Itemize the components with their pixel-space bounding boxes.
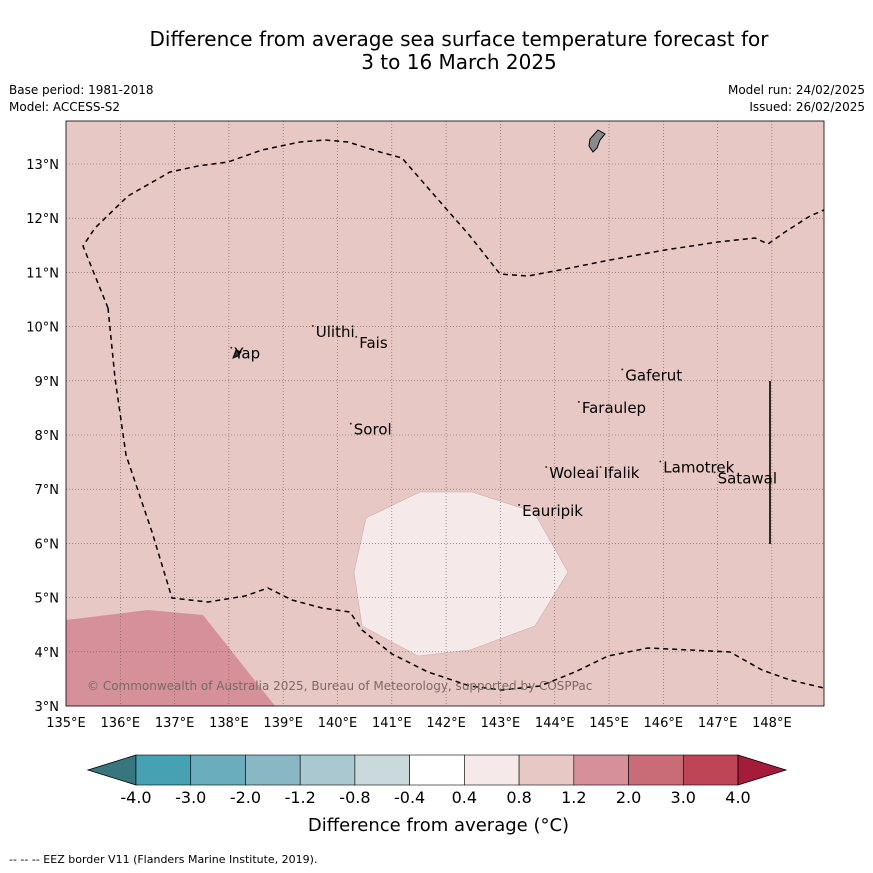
island-marker [713,471,716,474]
colorbar-segment [518,754,575,786]
title-line-2: 3 to 16 March 2025 [361,50,557,74]
model-run: Model run: 24/02/2025 [727,83,865,97]
colorbar-tick-label: -0.4 [394,788,425,807]
island-marker [621,368,624,371]
longitude-label: 147°E [698,716,738,731]
latitude-label: 7°N [35,483,60,498]
latitude-label: 9°N [35,375,60,390]
island-marker [349,422,352,425]
latitude-labels: 3°N 4°N 5°N 6°N 7°N 8°N 9°N 10°N 11°N 12°N 13°N [26,158,59,715]
island-label-yap: Yap [233,345,260,363]
island-marker [577,400,580,403]
colorbar-tick-label: 0.8 [506,788,531,807]
colorbar-tick-label: 0.4 [452,788,477,807]
longitude-label: 143°E [481,716,521,731]
island-shape [588,129,606,153]
island-label-woleai: Woleai [549,464,599,482]
longitude-label: 138°E [209,716,249,731]
latitude-label: 3°N [35,700,60,715]
longitude-label: 139°E [263,716,303,731]
base-period: Base period: 1981-2018 [9,83,154,97]
colorbar: -4.0 -3.0 -2.0 -1.2 -0.8 -0.4 0.4 0.8 1.2 2.0 3.0 4… [86,754,788,807]
yap-island-shape [232,349,242,359]
longitude-label: 142°E [426,716,466,731]
colorbar-extend-high [737,754,788,786]
latitude-label: 8°N [35,429,60,444]
eez-border-south [107,307,824,691]
island-label-satawal: Satawal [718,469,777,487]
colorbar-tick-label: -3.0 [175,788,206,807]
island-marker [599,465,602,468]
lat-lon-grid [66,121,824,706]
latitude-label: 13°N [26,158,59,173]
colorbar-tick-label: 4.0 [725,788,750,807]
eez-footnote: -- -- -- EEZ border V11 (Flanders Marine… [9,853,318,866]
island-marker [355,335,358,338]
colorbar-segment [190,754,246,786]
colorbar-tick-label: 3.0 [671,788,696,807]
island-marker [518,503,521,506]
island-label-faraulep: Faraulep [582,399,646,417]
longitude-label: 141°E [372,716,412,731]
latitude-label: 4°N [35,646,60,661]
longitude-label: 135°E [46,716,86,731]
longitude-label: 136°E [101,716,141,731]
island-label-lamotrek: Lamotrek [663,459,734,477]
colorbar-tick-label: -4.0 [120,788,151,807]
colorbar-extend-low [86,754,137,786]
longitude-label: 140°E [318,716,358,731]
latitude-label: 10°N [26,321,59,336]
meta-right: Model run: 24/02/2025 Issued: 26/02/2025 [728,82,865,116]
colorbar-segment [299,754,356,786]
island-label-fais: Fais [359,334,388,352]
colorbar-title: Difference from average (°C) [307,815,570,836]
warm-anomaly-patch [66,610,275,706]
colorbar-segment [682,754,739,786]
colorbar-segment [354,754,410,786]
colorbar-tick-label: -2.0 [230,788,261,807]
issued-date: Issued: 26/02/2025 [749,100,865,114]
island-marker [659,460,662,463]
colorbar-tick-label: -0.8 [339,788,370,807]
latitude-label: 11°N [26,266,59,281]
copyright-notice: © Commonwealth of Australia 2025, Bureau… [87,679,592,693]
longitude-labels: 135°E 136°E 137°E 138°E 139°E 140°E 141°E 142°E… [46,716,791,731]
colorbar-tick-label: -1.2 [285,788,316,807]
colorbar-segment [245,754,301,786]
latitude-label: 5°N [35,592,60,607]
island-marker [230,346,233,349]
model-name: Model: ACCESS-S2 [9,100,121,114]
island-label-ulithi: Ulithi [316,323,355,341]
longitude-label: 146°E [644,716,684,731]
colorbar-tick-label: 2.0 [616,788,641,807]
island-label-eauripik: Eauripik [522,502,583,520]
longitude-label: 144°E [535,716,575,731]
colorbar-tick-label: 1.2 [561,788,586,807]
latitude-label: 6°N [35,537,60,552]
colorbar-segment [464,754,520,786]
island-label-gaferut: Gaferut [625,366,682,384]
colorbar-segment [409,754,465,786]
colorbar-segment [628,754,684,786]
title-line-1: Difference from average sea surface temp… [149,27,769,51]
longitude-label: 148°E [752,716,792,731]
island-label-sorol: Sorol [354,421,392,439]
island-marker [311,325,314,328]
longitude-label: 145°E [589,716,629,731]
longitude-label: 137°E [155,716,195,731]
colorbar-segment [573,754,629,786]
latitude-label: 12°N [26,212,59,227]
colorbar-segment [135,754,192,786]
map-frame [65,120,825,707]
island-label-ifalik: Ifalik [604,464,640,482]
island-marker [545,465,548,468]
neutral-anomaly-patch [353,491,569,657]
map-title: Difference from average sea surface temp… [0,28,873,74]
meta-left: Base period: 1981-2018 Model: ACCESS-S2 [9,82,154,116]
